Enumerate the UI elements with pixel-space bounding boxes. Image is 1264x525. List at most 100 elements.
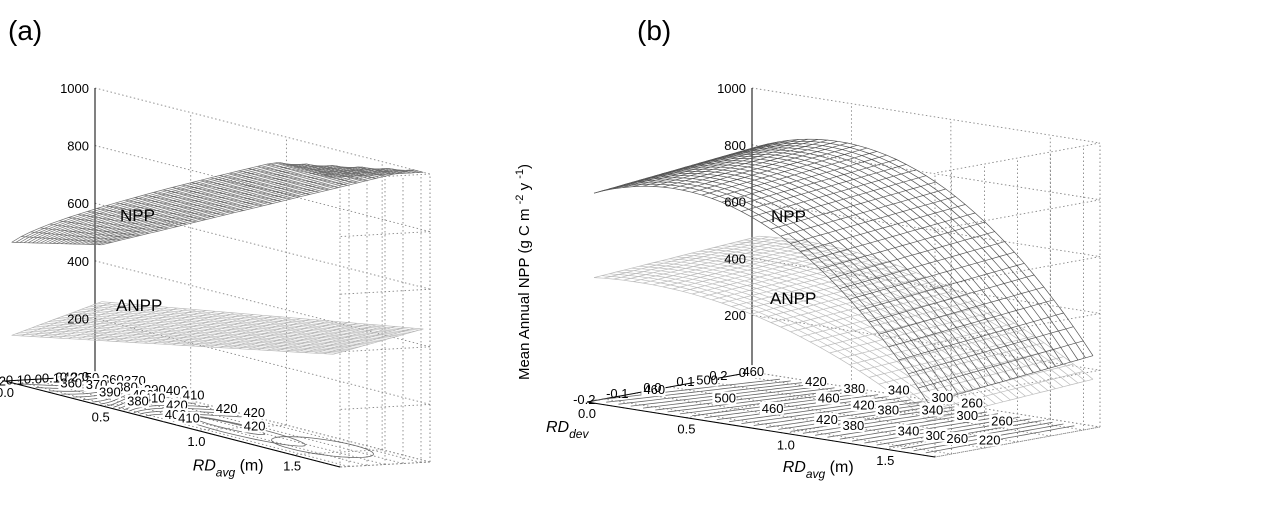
contour-line	[618, 382, 802, 405]
y-tick-label: 0.2	[709, 368, 727, 383]
y-tick-label: -0.1	[2, 373, 24, 388]
mesh-line	[603, 236, 769, 279]
z-tick-label: 600	[67, 196, 89, 211]
mesh-line	[314, 167, 405, 173]
mesh-line	[49, 223, 140, 236]
contour-label: 420	[244, 419, 266, 434]
x-tick-label: 0.5	[92, 410, 110, 425]
mesh-line	[633, 139, 799, 187]
mesh-line	[143, 312, 235, 344]
mesh-line	[790, 196, 956, 244]
mesh-line	[662, 245, 828, 288]
mesh-line	[96, 308, 187, 341]
y-tick-label: -0.2	[0, 374, 6, 389]
contour-label-bg	[712, 391, 737, 405]
mesh-line	[751, 237, 1086, 382]
mesh-line	[172, 314, 263, 346]
mesh-line	[800, 204, 966, 252]
mesh-line	[918, 371, 1084, 414]
mesh-line	[743, 239, 1079, 384]
mesh-line	[285, 324, 377, 352]
y-tick-label: 0.2	[60, 370, 78, 385]
mesh-line	[323, 327, 414, 355]
mesh-line	[878, 286, 1044, 335]
mesh-line	[106, 309, 197, 342]
gridline	[94, 202, 431, 290]
mesh-line	[115, 310, 206, 342]
z-tick-label: 1000	[717, 81, 746, 96]
mesh-line	[849, 251, 1015, 300]
contour-label-bg	[885, 383, 910, 397]
contour-label-bg	[58, 376, 83, 390]
contour-line	[765, 402, 933, 428]
gridline	[67, 377, 404, 464]
mesh-line	[49, 304, 140, 338]
contour-line	[128, 404, 210, 412]
mesh-line	[613, 141, 779, 190]
mesh-line	[144, 194, 235, 214]
mesh-line	[898, 312, 1064, 361]
gridline	[669, 386, 1018, 443]
mesh-line	[643, 241, 809, 284]
gridline	[94, 317, 431, 405]
mesh-line	[603, 143, 769, 192]
gridline	[339, 403, 431, 410]
gridline	[636, 392, 985, 449]
contour-label: 380	[843, 418, 865, 433]
z-tick-label: 800	[67, 139, 89, 154]
contour-label-bg	[694, 373, 719, 387]
mesh-line	[181, 315, 273, 346]
mesh-line	[96, 208, 187, 225]
x-axis-line	[4, 380, 341, 468]
contour-label: 260	[961, 395, 983, 410]
mesh-line	[314, 326, 405, 354]
mesh-line	[593, 235, 760, 278]
mesh-line	[701, 255, 868, 298]
z-tick-label: 400	[724, 251, 746, 266]
contour-label-bg	[814, 413, 839, 427]
contour-label-bg	[740, 365, 765, 379]
mesh-line	[691, 158, 1026, 376]
mesh-line	[810, 212, 976, 261]
mesh-line	[58, 220, 150, 234]
y-tick-label: 0.0	[24, 372, 42, 387]
x-tick-label: 1.5	[876, 453, 894, 468]
contour-label: 420	[216, 401, 238, 416]
x-axis-label: RDavg (m)	[193, 457, 264, 479]
mesh-line	[248, 321, 339, 350]
mesh-line	[21, 302, 112, 337]
mesh-line	[790, 290, 956, 333]
mesh-line	[662, 139, 828, 188]
gridline	[603, 398, 952, 455]
mesh-line	[878, 342, 1044, 385]
contour-label: 460	[742, 364, 764, 379]
x-tick-label: 1.5	[283, 459, 301, 474]
mesh-line	[210, 318, 301, 348]
contour-line	[667, 389, 846, 413]
contour-line	[778, 404, 944, 430]
y-tick-label: -0.2	[573, 392, 595, 407]
contour-label-bg	[959, 396, 984, 410]
mesh-line	[692, 144, 858, 193]
contour-line	[655, 387, 835, 411]
contour-label: 500	[714, 391, 736, 406]
mesh-line	[692, 252, 858, 295]
mesh-line	[257, 165, 348, 186]
mesh-line	[172, 187, 263, 207]
contour-label: 340	[922, 403, 944, 418]
contour-label-bg	[944, 432, 969, 446]
mesh-line	[633, 239, 799, 282]
mesh-line	[68, 217, 159, 232]
contour-label-bg	[989, 414, 1014, 428]
mesh-line	[162, 314, 254, 345]
mesh-line	[741, 268, 907, 311]
contour-label-bg	[213, 402, 238, 416]
mesh-line	[267, 163, 358, 184]
surface-label-npp: NPP	[120, 206, 155, 225]
contour-label-bg	[976, 433, 1001, 447]
mesh-line	[87, 307, 178, 341]
contour-label-bg	[176, 411, 201, 425]
gridline	[751, 257, 1101, 314]
contour-label: 420	[805, 374, 827, 389]
